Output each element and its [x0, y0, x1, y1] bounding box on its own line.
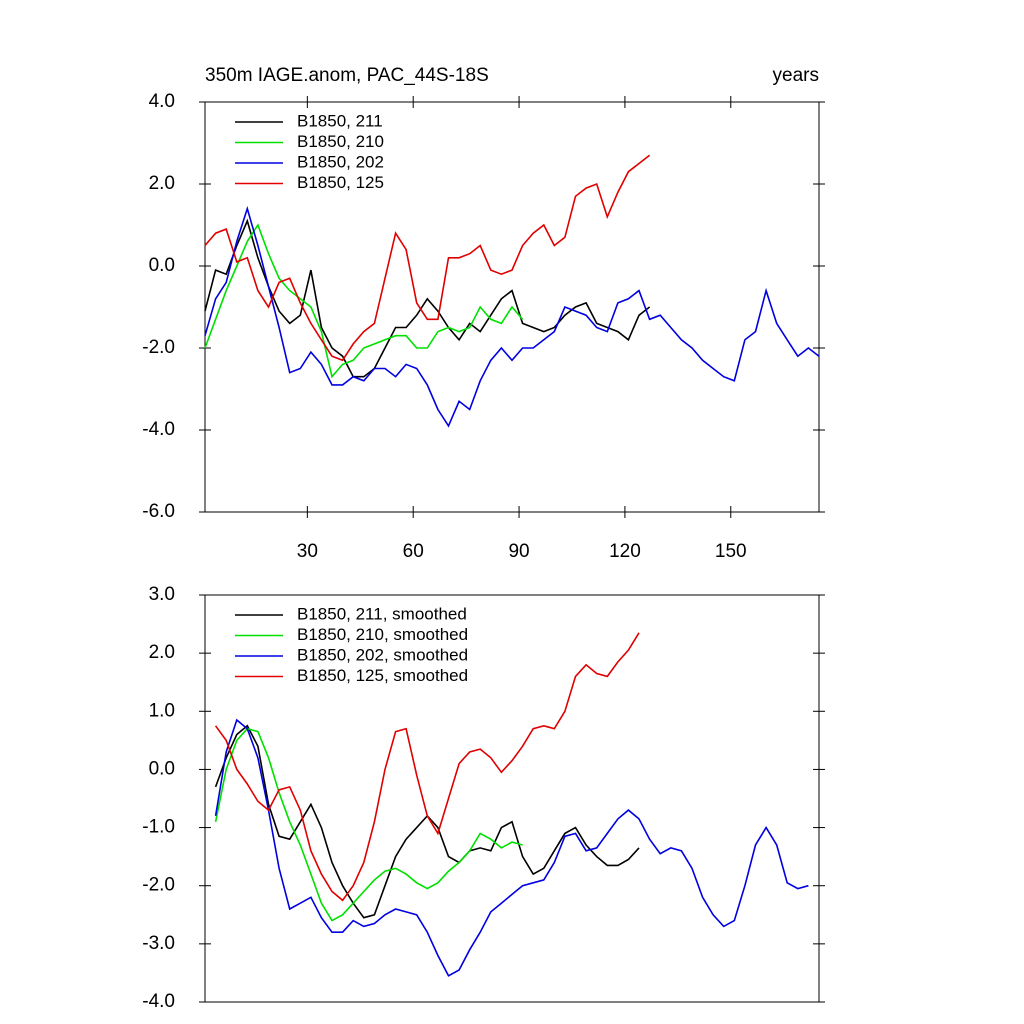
series-line: [204, 223, 524, 379]
chart-title: 350m IAGE.anom, PAC_44S-18S: [205, 65, 489, 86]
y-tick-label: -4.0: [142, 419, 175, 440]
y-tick-label: 0.0: [149, 255, 175, 276]
legend-label: B1850, 211, smoothed: [297, 604, 467, 623]
y-tick-label: -1.0: [142, 817, 175, 838]
series-line: [214, 718, 809, 977]
right-title: years: [773, 65, 819, 86]
plot-frame: [204, 101, 820, 513]
series-line: [204, 154, 651, 362]
series-line: [214, 727, 523, 922]
legend-label: B1850, 125: [297, 173, 384, 192]
y-tick-label: -2.0: [142, 337, 175, 358]
y-tick-label: 2.0: [149, 173, 175, 194]
x-tick-label: 30: [297, 541, 318, 562]
y-tick-label: 0.0: [149, 758, 175, 779]
legend-label: B1850, 210, smoothed: [297, 625, 468, 644]
legend-label: B1850, 210: [297, 132, 384, 151]
x-tick-label: 120: [609, 541, 641, 562]
x-tick-label: 60: [403, 541, 424, 562]
x-tick-label: 90: [508, 541, 529, 562]
y-tick-label: -3.0: [142, 933, 175, 954]
series-line: [214, 632, 640, 902]
y-tick-label: 4.0: [149, 91, 175, 112]
series-line: [204, 218, 651, 378]
legend-label: B1850, 211: [297, 111, 383, 130]
series-line: [204, 205, 820, 428]
y-tick-label: 1.0: [149, 700, 175, 721]
legend-label: B1850, 202: [297, 152, 384, 171]
x-tick-label: 150: [715, 541, 747, 562]
legend-label: B1850, 125, smoothed: [297, 666, 468, 685]
y-tick-label: 3.0: [149, 584, 175, 605]
plot-frame: [204, 594, 820, 1003]
y-tick-label: 2.0: [149, 642, 175, 663]
y-tick-label: -4.0: [142, 991, 175, 1012]
legend-label: B1850, 202, smoothed: [297, 645, 468, 664]
y-tick-label: -6.0: [142, 501, 175, 522]
y-tick-label: -2.0: [142, 875, 175, 896]
